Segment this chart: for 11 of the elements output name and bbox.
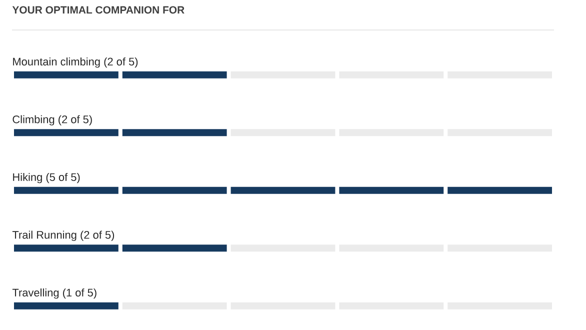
y-tick-label: Trail Running — [12, 230, 76, 241]
data-label: (5 of 5) — [46, 172, 80, 184]
y-tick-label: Travelling — [12, 288, 59, 299]
data-label: (2 of 5) — [80, 230, 114, 241]
y-tick-label: Mountain climbing — [13, 57, 100, 68]
data-label: (1 of 5) — [63, 288, 96, 299]
data-label: (2 of 5) — [58, 115, 92, 126]
data-label: (2 of 5) — [104, 57, 138, 68]
chart-title: YOUR OPTIMAL COMPANION FOR — [12, 6, 184, 14]
y-tick-label: Hiking — [13, 172, 42, 184]
y-tick-label: Climbing — [12, 115, 54, 126]
